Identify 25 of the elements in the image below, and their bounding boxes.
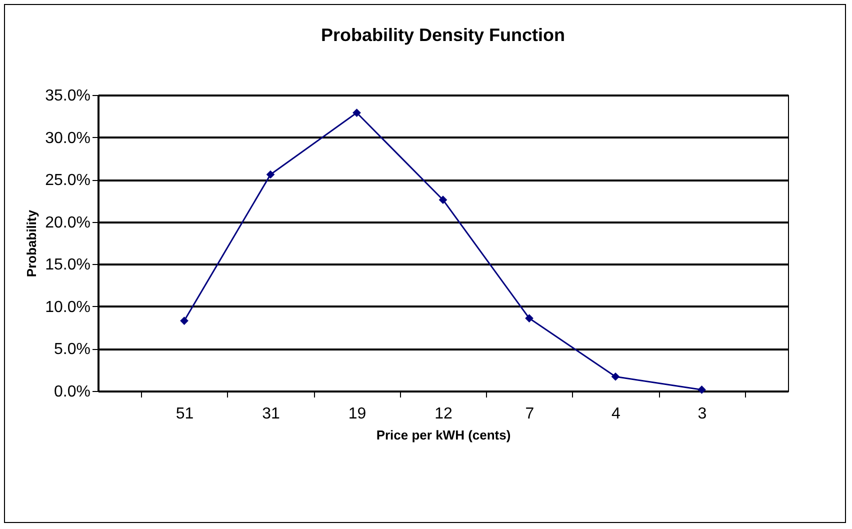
point	[525, 314, 534, 322]
y-tick-label: 15.0%	[45, 256, 90, 274]
y-tick-label: 35.0%	[45, 88, 90, 104]
y-tick-label: 30.0%	[45, 130, 90, 147]
chart-title: Probability Density Function	[320, 25, 566, 45]
x-axis-title: Price per kWH (cents)	[376, 428, 511, 442]
point	[180, 316, 188, 325]
point	[266, 170, 275, 179]
y-tick-label: 5.0%	[54, 341, 90, 358]
x-tick-label: 31	[262, 406, 280, 422]
x-tick-label: 4	[612, 406, 621, 422]
point	[698, 386, 706, 394]
y-tick-label: 10.0%	[45, 298, 90, 316]
x-tick-label: 51	[176, 406, 194, 422]
x-tick-label: 7	[525, 406, 534, 422]
y-tick-label: 0.0%	[54, 384, 90, 400]
point	[438, 196, 448, 204]
x-tick-label: 12	[434, 406, 452, 422]
y-axis-title: Probability	[24, 209, 40, 278]
x-tick-label: 19	[348, 406, 366, 422]
point	[611, 372, 620, 381]
y-tick-label: 20.0%	[45, 214, 90, 232]
point	[352, 108, 361, 117]
y-tick-label: 25.0%	[45, 172, 90, 190]
x-tick-label: 3	[698, 406, 707, 422]
